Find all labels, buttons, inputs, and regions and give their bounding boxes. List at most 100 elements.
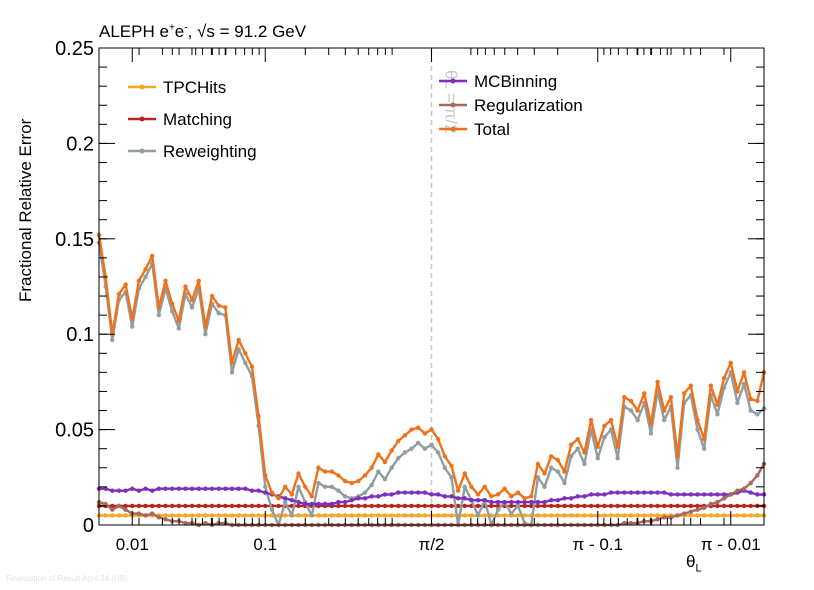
series-point-matching [196,503,201,509]
series-point-total [269,490,275,495]
series-point-mcbinning [396,490,401,495]
series-point-mcbinning [263,490,268,495]
series-point-total [203,324,208,329]
series-point-matching [628,503,634,509]
series-point-tpchits [549,513,554,518]
legend-label-total: Total [474,120,510,139]
series-point-matching [110,503,115,509]
series-point-total [216,303,221,308]
series-point-total [176,318,181,324]
series-point-reweighting [283,499,288,505]
series-point-regularization [628,520,634,526]
series-point-tpchits [402,513,408,518]
series-point-tpchits [389,513,394,518]
series-point-total [416,425,421,430]
series-point-total [615,444,620,449]
x-tick-label: 0.01 [116,535,149,554]
series-point-mcbinning [216,486,221,491]
series-point-matching [662,503,667,509]
legend-marker-regularization [450,102,456,108]
series-point-total [329,469,334,474]
series-point-reweighting [755,412,760,417]
axes-layer: 0 0.05 0.1 0.15 0.2 0.25 0.01 0.1 π/2 π - 0.1 π - … [55,38,765,554]
series-point-reweighting [409,446,414,451]
series-point-total [163,278,168,283]
series-point-tpchits [741,513,747,518]
series-point-total [469,484,474,490]
y-tick-label: 0.1 [66,324,94,346]
series-point-matching [249,503,255,509]
series-point-reweighting [316,480,321,486]
series-point-regularization [662,515,667,520]
series-point-reweighting [595,456,600,461]
series-point-mcbinning [462,496,467,501]
series-point-tpchits [575,513,580,518]
series-point-tpchits [615,513,620,518]
x-axis-label: θL [686,552,702,575]
series-point-reweighting [449,475,454,480]
series-point-regularization [668,515,674,520]
series-point-mcbinning [682,492,687,497]
series-point-total [675,454,680,459]
series-point-total [256,414,261,419]
series-point-tpchits [582,513,587,518]
series-point-tpchits [642,513,647,518]
series-point-regularization [150,511,155,516]
y-tick-label: 0.2 [66,133,94,155]
series-point-matching [602,503,607,509]
series-point-tpchits [236,513,241,518]
series-point-tpchits [628,513,634,518]
legend-label-mcbinning: MCBinning [474,72,557,91]
series-point-matching [648,503,654,509]
series-point-total [575,436,580,442]
series-point-matching [123,503,128,509]
series-point-total [582,450,587,455]
series-point-tpchits [183,513,188,518]
series-point-total [209,293,215,299]
series-point-reweighting [701,446,707,451]
series-point-matching [682,503,687,509]
series-point-mcbinning [429,492,434,497]
series-layer [96,232,767,528]
series-point-total [223,305,228,310]
series-point-matching [642,503,647,509]
series-point-mcbinning [229,486,235,491]
series-point-matching [422,503,428,509]
series-point-total [688,383,694,388]
series-point-reweighting [309,513,314,518]
series-point-reweighting [389,465,394,470]
series-point-reweighting [662,417,667,423]
series-point-mcbinning [116,488,122,493]
series-point-matching [635,503,640,509]
series-point-tpchits [276,513,281,518]
series-point-mcbinning [502,499,507,505]
series-point-total [682,391,687,396]
series-point-matching [209,503,215,509]
series-point-matching [382,503,388,509]
series-point-matching [608,503,614,509]
series-point-total [349,480,354,486]
x-tick-label: π - 0.01 [701,535,761,554]
series-point-tpchits [336,513,341,518]
series-point-total [296,471,301,476]
series-point-total [143,267,148,272]
series-point-total [116,291,122,297]
series-point-tpchits [635,513,640,518]
series-point-reweighting [715,412,720,417]
series-point-reweighting [130,324,135,329]
series-point-matching [668,503,674,509]
series-point-mcbinning [342,499,348,505]
series-point-tpchits [329,513,334,518]
series-point-total [309,494,314,499]
series-point-total [449,463,454,469]
series-point-total [322,469,328,474]
series-point-total [535,461,541,467]
legend-marker-mcbinning [450,78,456,84]
series-point-tpchits [362,513,368,518]
series-point-tpchits [176,513,181,518]
series-point-total [741,370,747,375]
series-point-total [150,253,155,259]
series-point-mcbinning [648,490,654,495]
series-point-total [249,364,255,369]
